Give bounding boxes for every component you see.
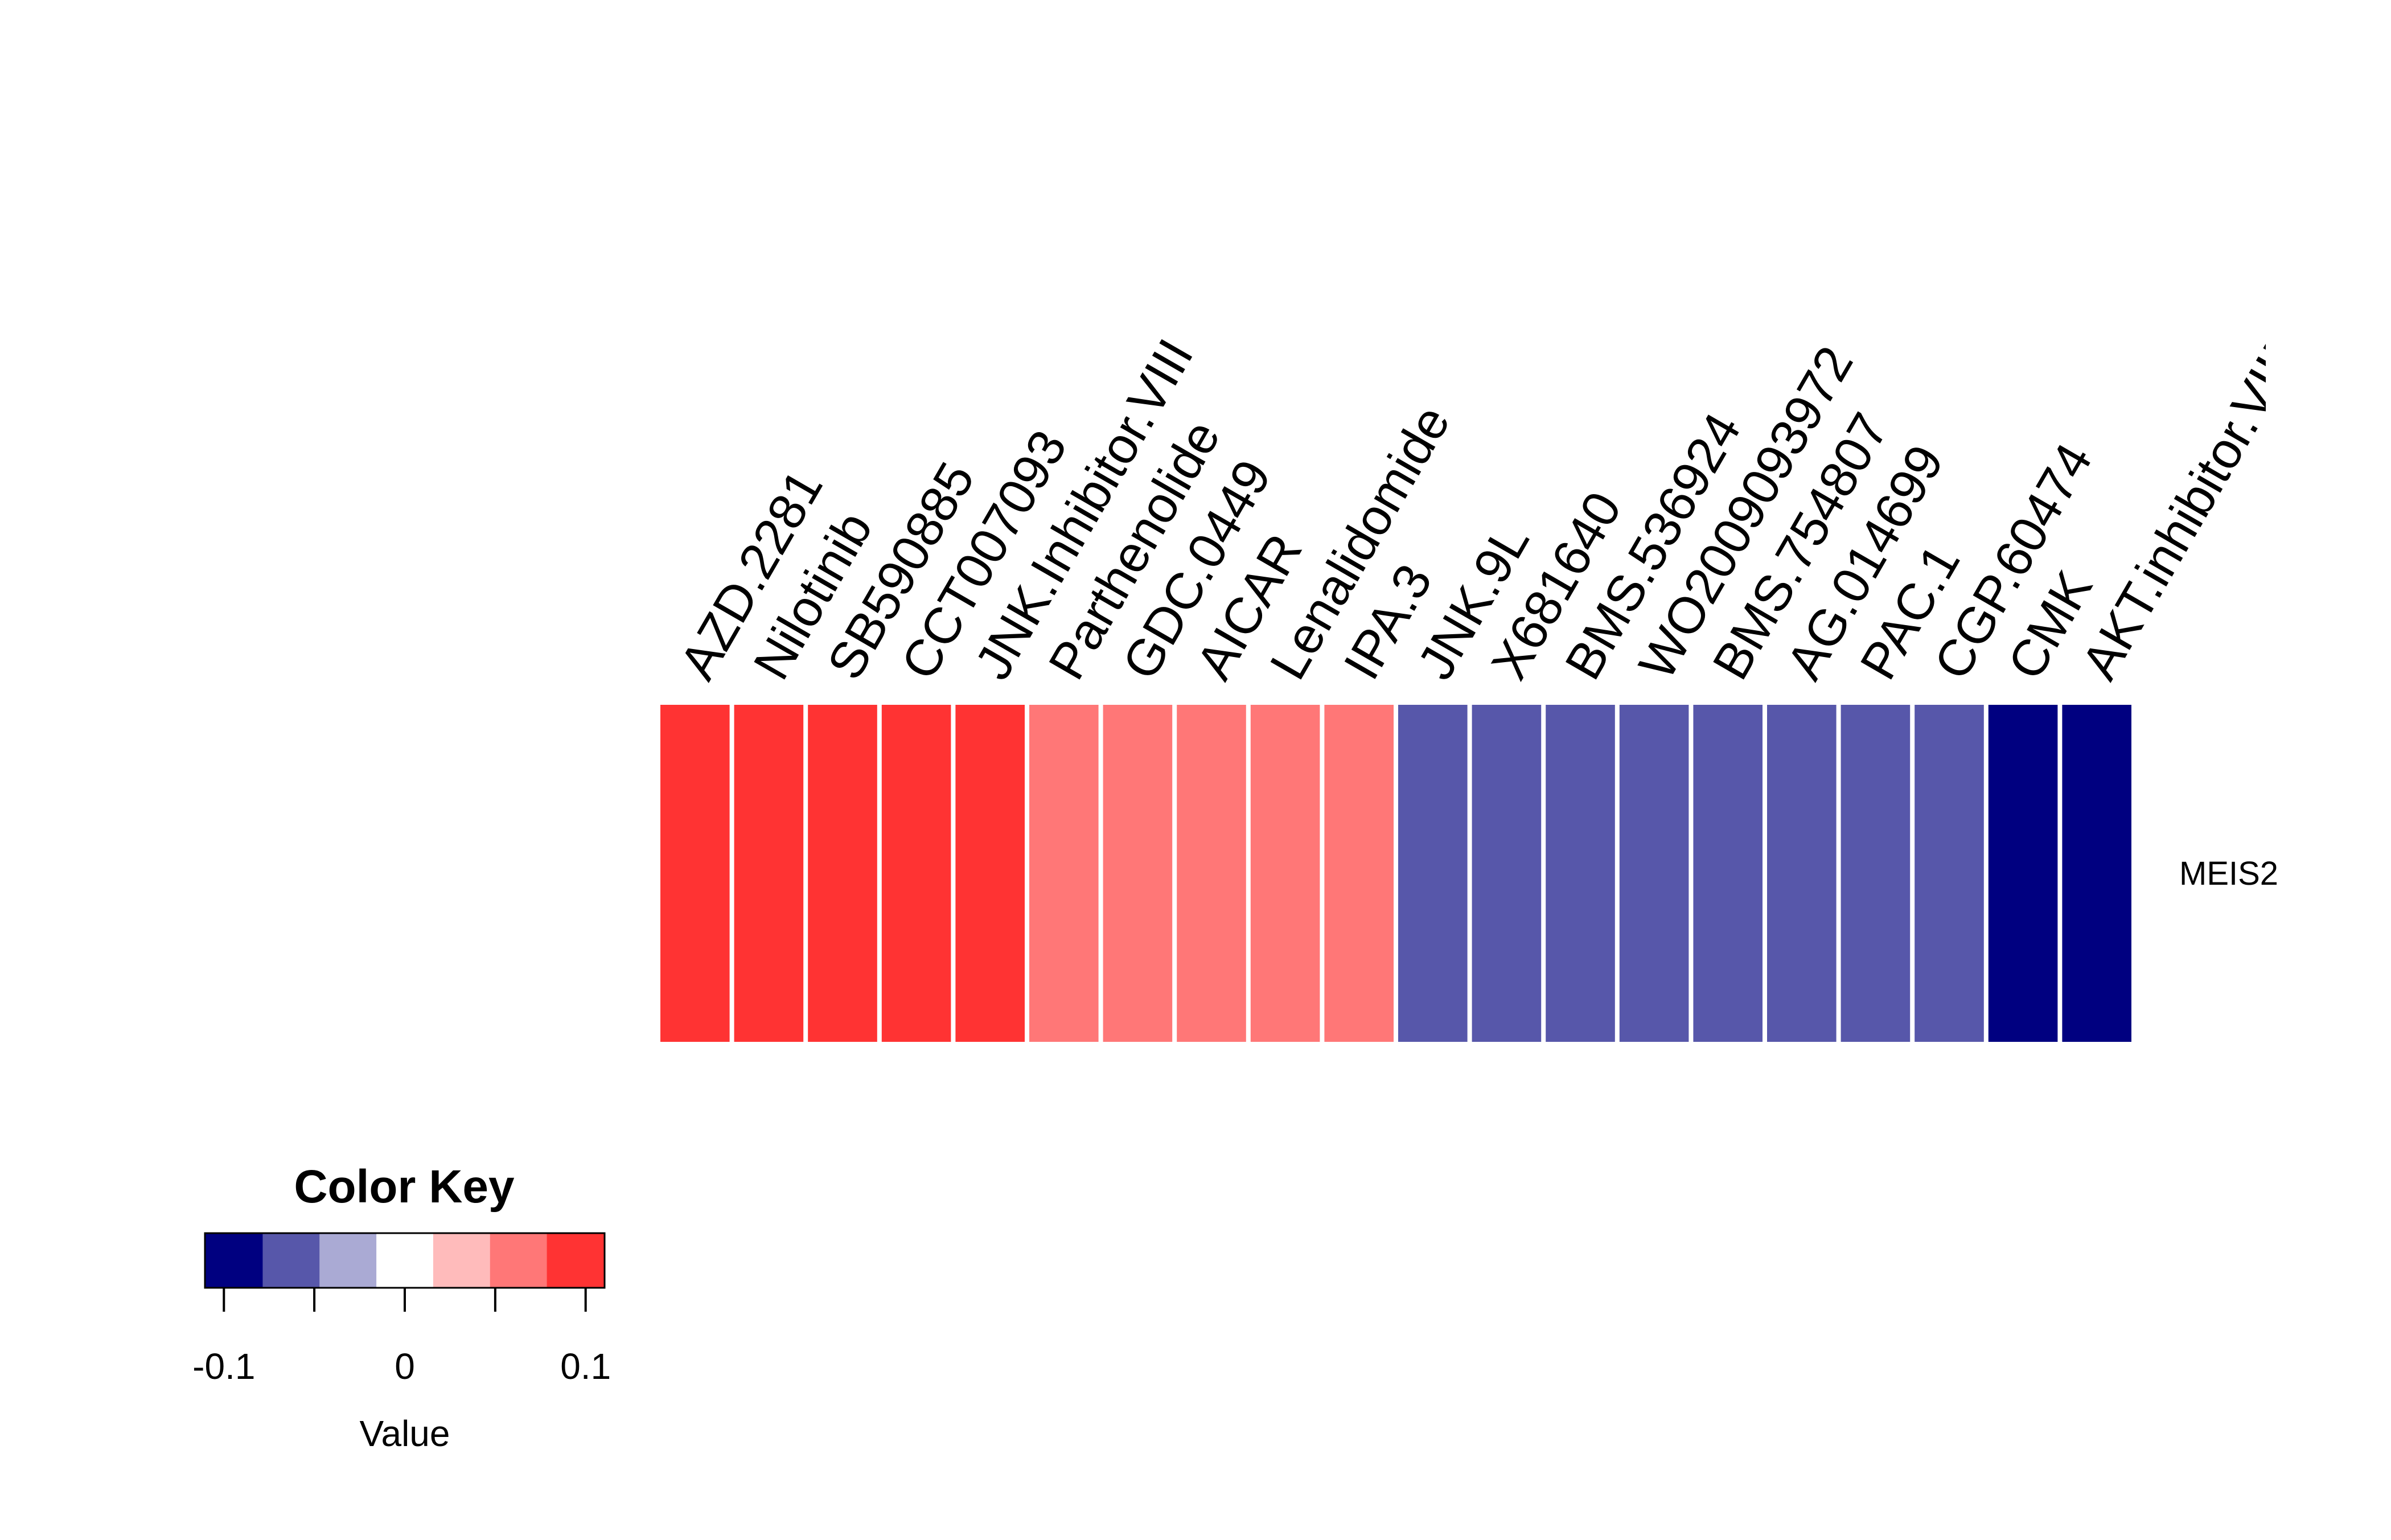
heatmap-cell — [2062, 705, 2131, 1042]
row-labels: MEIS2 — [2179, 855, 2278, 892]
heatmap-cell — [1029, 705, 1099, 1042]
heatmap-cell — [1767, 705, 1837, 1042]
heatmap-cell — [1915, 705, 1984, 1042]
color-key-ticks: -0.1 0 0.1 — [192, 1287, 611, 1387]
heatmap-cell — [1103, 705, 1173, 1042]
color-key-swatch — [490, 1234, 548, 1287]
heatmap-cell — [1398, 705, 1468, 1042]
heatmap-cell — [1250, 705, 1320, 1042]
heatmap-cell — [1619, 705, 1689, 1042]
heatmap-cell — [808, 705, 877, 1042]
heatmap-cell — [1841, 705, 1911, 1042]
color-key-axis-label: Value — [360, 1413, 450, 1454]
heatmap-cell — [1546, 705, 1615, 1042]
heatmap-cell — [660, 705, 730, 1042]
color-key-swatch — [262, 1234, 320, 1287]
heatmap-cell — [1693, 705, 1763, 1042]
color-key-swatches — [206, 1234, 605, 1287]
heatmap-cell — [1177, 705, 1246, 1042]
color-key-swatch — [376, 1234, 434, 1287]
row-label: MEIS2 — [2179, 855, 2278, 892]
color-key: Color Key -0.1 0 0.1 Value — [192, 1161, 611, 1454]
heatmap-cell — [955, 705, 1025, 1042]
color-key-swatch — [433, 1234, 491, 1287]
column-labels: AZD.2281NilotinibSB590885CCT007093JNK.In… — [669, 330, 2308, 689]
heatmap-cell — [1324, 705, 1394, 1042]
heatmap-cell — [881, 705, 951, 1042]
color-key-swatch — [319, 1234, 377, 1287]
heatmap-cell — [1472, 705, 1542, 1042]
heatmap-cell — [1988, 705, 2058, 1042]
color-key-tick-label: 0.1 — [560, 1346, 611, 1387]
heatmap-cells — [660, 705, 2131, 1042]
color-key-tick-label: 0 — [395, 1346, 415, 1387]
column-label: AKT.inhibitor.VIII — [2071, 335, 2308, 689]
color-key-tick-label: -0.1 — [192, 1346, 255, 1387]
color-key-swatch — [206, 1234, 263, 1287]
color-key-title: Color Key — [294, 1161, 515, 1213]
heatmap-cell — [734, 705, 804, 1042]
color-key-swatch — [547, 1234, 605, 1287]
